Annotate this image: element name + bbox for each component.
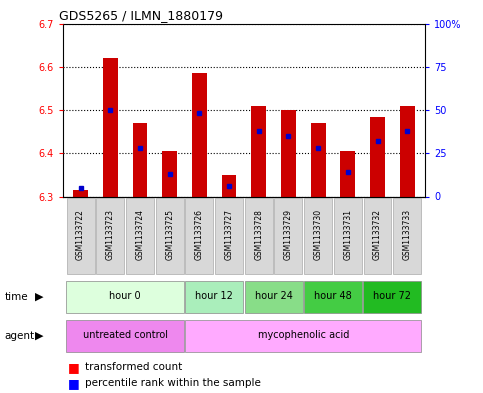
- FancyBboxPatch shape: [66, 281, 184, 313]
- Bar: [370, 117, 385, 196]
- Text: GSM1133731: GSM1133731: [343, 209, 352, 260]
- Text: hour 24: hour 24: [255, 291, 293, 301]
- Text: GSM1133726: GSM1133726: [195, 209, 204, 260]
- Text: GSM1133728: GSM1133728: [254, 209, 263, 260]
- Text: ■: ■: [68, 361, 79, 374]
- FancyBboxPatch shape: [304, 281, 362, 313]
- FancyBboxPatch shape: [156, 198, 184, 274]
- FancyBboxPatch shape: [363, 281, 422, 313]
- FancyBboxPatch shape: [245, 198, 273, 274]
- Text: hour 72: hour 72: [373, 291, 412, 301]
- Text: GSM1133729: GSM1133729: [284, 209, 293, 260]
- Text: hour 12: hour 12: [195, 291, 233, 301]
- Bar: [192, 73, 207, 196]
- FancyBboxPatch shape: [67, 198, 95, 274]
- FancyBboxPatch shape: [364, 198, 392, 274]
- Bar: [162, 151, 177, 196]
- Text: ■: ■: [68, 376, 79, 390]
- Text: hour 48: hour 48: [314, 291, 352, 301]
- Text: GSM1133727: GSM1133727: [225, 209, 234, 260]
- Text: GSM1133724: GSM1133724: [136, 209, 144, 260]
- Bar: [341, 151, 355, 196]
- Text: percentile rank within the sample: percentile rank within the sample: [85, 378, 260, 388]
- Text: GSM1133723: GSM1133723: [106, 209, 115, 260]
- Text: ▶: ▶: [35, 292, 43, 302]
- Bar: [222, 175, 237, 196]
- FancyBboxPatch shape: [304, 198, 332, 274]
- FancyBboxPatch shape: [185, 281, 243, 313]
- FancyBboxPatch shape: [126, 198, 154, 274]
- Text: time: time: [5, 292, 28, 302]
- FancyBboxPatch shape: [244, 281, 303, 313]
- Text: GSM1133725: GSM1133725: [165, 209, 174, 260]
- Bar: [311, 123, 326, 196]
- FancyBboxPatch shape: [215, 198, 243, 274]
- FancyBboxPatch shape: [96, 198, 124, 274]
- Text: transformed count: transformed count: [85, 362, 182, 373]
- Bar: [132, 123, 147, 196]
- Bar: [73, 190, 88, 196]
- FancyBboxPatch shape: [274, 198, 302, 274]
- Text: untreated control: untreated control: [83, 330, 168, 340]
- Bar: [251, 106, 266, 196]
- Text: GSM1133730: GSM1133730: [313, 209, 323, 260]
- Text: GDS5265 / ILMN_1880179: GDS5265 / ILMN_1880179: [59, 9, 223, 22]
- FancyBboxPatch shape: [393, 198, 421, 274]
- Bar: [400, 106, 414, 196]
- Bar: [103, 58, 118, 196]
- FancyBboxPatch shape: [334, 198, 362, 274]
- Text: ▶: ▶: [35, 331, 43, 341]
- Bar: [281, 110, 296, 196]
- Text: GSM1133733: GSM1133733: [403, 209, 412, 260]
- Text: GSM1133732: GSM1133732: [373, 209, 382, 260]
- FancyBboxPatch shape: [185, 198, 213, 274]
- FancyBboxPatch shape: [185, 320, 422, 352]
- Text: GSM1133722: GSM1133722: [76, 209, 85, 260]
- Text: mycophenolic acid: mycophenolic acid: [257, 330, 349, 340]
- Text: hour 0: hour 0: [109, 291, 141, 301]
- Text: agent: agent: [5, 331, 35, 341]
- FancyBboxPatch shape: [66, 320, 184, 352]
